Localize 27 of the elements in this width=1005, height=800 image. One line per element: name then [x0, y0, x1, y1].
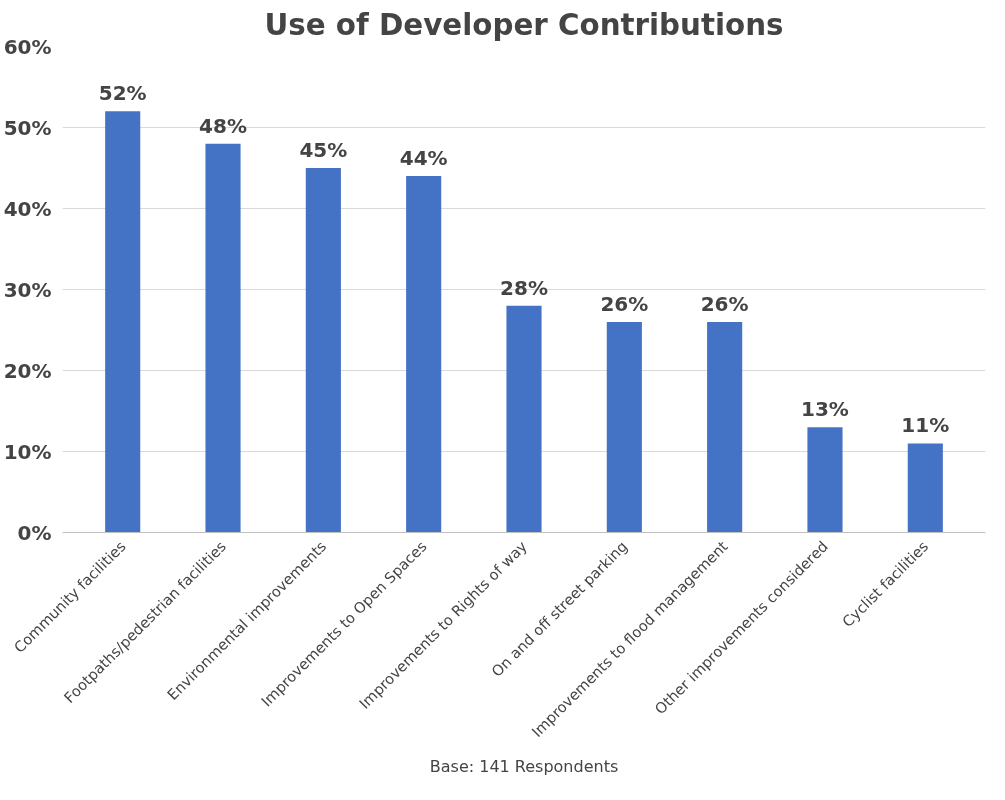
bar	[305, 168, 341, 533]
y-tick-label: 30%	[3, 277, 52, 302]
y-tick-label: 40%	[3, 196, 52, 221]
data-label: 26%	[600, 291, 649, 316]
chart-title: Use of Developer Contributions	[264, 7, 784, 42]
bar	[707, 321, 743, 533]
data-label: 48%	[199, 113, 247, 138]
data-label: 45%	[299, 138, 348, 162]
data-label: 13%	[801, 397, 849, 422]
data-label: 11%	[901, 413, 950, 438]
y-tick-label: 20%	[3, 358, 52, 383]
y-tick-label: 50%	[3, 115, 52, 140]
bar	[205, 143, 241, 533]
bar	[606, 321, 642, 533]
text: Base: 141 Respondents	[429, 756, 619, 776]
data-label: 28%	[500, 275, 548, 300]
data-label: 52%	[98, 81, 147, 106]
data-label: 44%	[399, 146, 448, 171]
y-tick-label: 0%	[17, 520, 52, 545]
bar	[907, 443, 943, 533]
bar	[406, 176, 442, 533]
y-tick-label: 60%	[3, 34, 52, 59]
bar	[506, 305, 542, 533]
data-label: 26%	[700, 291, 749, 316]
bar	[105, 111, 141, 533]
y-tick-label: 10%	[3, 439, 52, 464]
bar	[807, 427, 843, 533]
